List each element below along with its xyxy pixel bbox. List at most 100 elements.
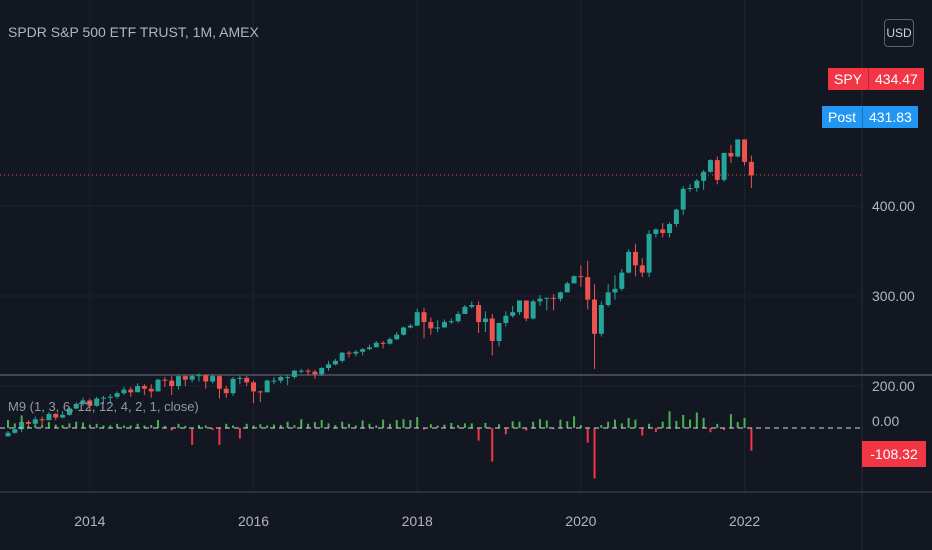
m9-histogram-series[interactable] [7,411,753,479]
candle[interactable] [476,301,482,333]
candle[interactable] [510,305,516,318]
candle[interactable] [135,383,141,393]
candle[interactable] [298,368,304,374]
candle[interactable] [257,390,263,403]
candle[interactable] [100,395,106,404]
candle[interactable] [612,275,618,300]
candle[interactable] [73,402,79,410]
candle[interactable] [141,384,147,395]
candle[interactable] [544,297,550,311]
candle[interactable] [66,406,72,416]
candle[interactable] [244,376,250,386]
candle[interactable] [605,284,611,307]
candle[interactable] [728,144,734,163]
candle[interactable] [53,413,59,421]
candle[interactable] [639,258,645,278]
candle[interactable] [714,156,720,185]
candle[interactable] [687,184,693,192]
candle[interactable] [401,326,407,336]
candle[interactable] [189,374,195,383]
candle[interactable] [196,373,202,382]
candle[interactable] [169,376,175,395]
candle[interactable] [653,228,659,238]
candle[interactable] [701,170,707,190]
candle[interactable] [60,411,66,419]
candle[interactable] [332,359,338,366]
candle[interactable] [414,308,420,326]
candle[interactable] [353,350,359,357]
candle[interactable] [517,300,522,315]
candle[interactable] [619,269,625,291]
candle[interactable] [25,420,31,427]
candle[interactable] [626,249,632,274]
currency-button[interactable]: USD [884,19,914,47]
candle[interactable] [223,386,229,398]
candle[interactable] [557,291,563,302]
candle[interactable] [735,139,741,158]
candle[interactable] [551,294,557,311]
candle[interactable] [503,311,509,327]
candle[interactable] [155,378,161,392]
candle[interactable] [742,139,748,166]
candle[interactable] [585,260,591,310]
candle[interactable] [360,348,366,356]
candle[interactable] [394,332,400,341]
candle[interactable] [237,375,243,385]
candle[interactable] [128,386,134,397]
candle[interactable] [407,323,413,329]
candle[interactable] [632,243,638,277]
candle[interactable] [5,431,11,437]
candle[interactable] [32,416,38,425]
candle[interactable] [87,398,93,412]
candle[interactable] [305,368,311,376]
candle[interactable] [721,152,727,182]
candle[interactable] [421,307,427,339]
candle[interactable] [380,341,386,349]
candle[interactable] [707,159,713,173]
candle[interactable] [680,186,686,215]
candlestick-series[interactable] [5,139,754,437]
candle[interactable] [203,374,209,389]
candle[interactable] [291,369,297,379]
candle[interactable] [441,319,447,328]
candle[interactable] [373,341,379,348]
candle[interactable] [264,379,270,393]
candle[interactable] [162,377,168,387]
candle[interactable] [667,222,673,238]
candle[interactable] [448,318,454,324]
candle[interactable] [182,375,188,386]
candle[interactable] [673,208,679,227]
candle[interactable] [694,179,700,192]
candle[interactable] [12,427,18,434]
candle[interactable] [469,301,475,309]
candle[interactable] [598,301,604,337]
candle[interactable] [148,384,154,398]
candle[interactable] [366,344,372,350]
candle[interactable] [523,300,529,322]
candle[interactable] [482,311,488,332]
candle[interactable] [251,380,257,404]
indicator-label[interactable]: M9 (1, 3, 6, 12, 12, 4, 2, 1, close) [8,399,199,414]
candle[interactable] [455,311,461,323]
candle[interactable] [216,375,222,399]
candle[interactable] [312,369,318,379]
candle[interactable] [462,305,468,314]
candle[interactable] [592,284,598,369]
candle[interactable] [94,396,100,407]
candle[interactable] [346,350,352,358]
time-axis[interactable]: 2014 2016 2018 2020 2022 [74,513,760,529]
candle[interactable] [80,397,86,406]
indicator-axis[interactable]: 0.00 [0,413,899,429]
candle[interactable] [646,230,652,278]
candle[interactable] [435,320,441,332]
candle[interactable] [496,323,502,347]
candle[interactable] [748,155,754,188]
candle[interactable] [278,376,284,384]
candle[interactable] [564,281,570,293]
candle[interactable] [176,375,181,390]
candle[interactable] [537,295,543,306]
candle[interactable] [428,317,434,335]
candle[interactable] [489,314,495,356]
candle[interactable] [660,223,666,238]
candle[interactable] [271,377,277,385]
